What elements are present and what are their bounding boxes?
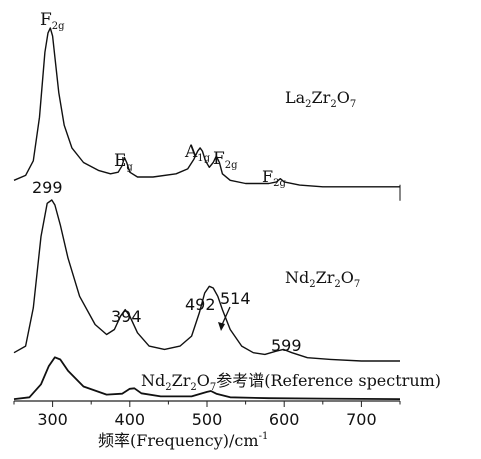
nd-peak-label-394: 394 <box>111 307 142 326</box>
nd-peak-label-492: 492 <box>185 295 216 314</box>
x-tick-label-300: 300 <box>37 410 68 429</box>
spectra-group <box>13 27 401 400</box>
la-peak-label-eg: Eg <box>114 151 133 173</box>
x-tick-label-600: 600 <box>269 410 300 429</box>
series-label-reference: Nd2Zr2O7参考谱(Reference spectrum) <box>141 371 441 393</box>
nd-peak-label-299: 299 <box>32 178 63 197</box>
x-tick-label-400: 400 <box>115 410 146 429</box>
x-tick-label-500: 500 <box>192 410 223 429</box>
x-axis-label: 频率(Frequency)/cm-1 <box>98 431 268 450</box>
la-peak-label-f2g-2: F2g <box>213 149 238 171</box>
la2zr2o7-spectrum-line <box>13 27 400 188</box>
x-tick-label-700: 700 <box>346 410 377 429</box>
la-peak-label-f2g-1: F2g <box>40 10 65 32</box>
nd-peak-label-514: 514 <box>220 289 251 308</box>
series-label-la2zr2o7: La2Zr2O7 <box>285 88 356 110</box>
nd2zr2o7-spectrum-line <box>13 199 400 362</box>
series-label-nd2zr2o7: Nd2Zr2O7 <box>285 268 360 290</box>
nd-peak-label-599: 599 <box>271 336 302 355</box>
nd-peak-514-arrowhead <box>218 322 225 331</box>
la-peak-label-f2g-3: F2g <box>262 167 286 189</box>
la-peak-label-a1g: A1g <box>184 142 211 164</box>
x-axis-ticks: 300 400 500 600 700 <box>13 401 401 429</box>
reference-spectrum-line <box>13 356 401 400</box>
